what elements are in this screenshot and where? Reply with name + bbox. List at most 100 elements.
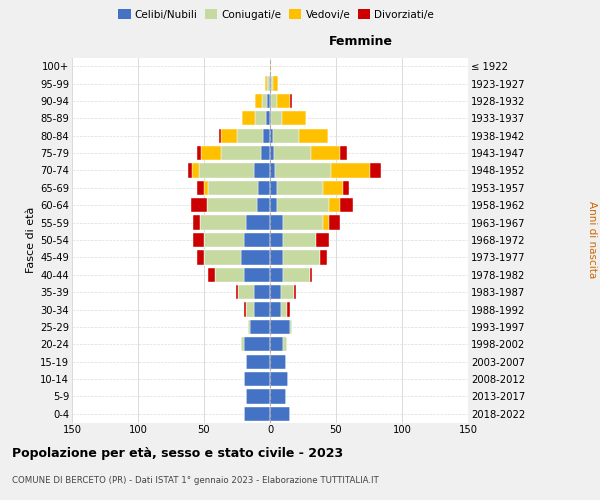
- Bar: [270, 320, 290, 334]
- Bar: [244, 268, 270, 282]
- Bar: [263, 128, 270, 143]
- Bar: [244, 406, 270, 421]
- Bar: [275, 164, 331, 177]
- Bar: [269, 76, 270, 90]
- Bar: [270, 302, 281, 316]
- Bar: [254, 164, 270, 177]
- Bar: [199, 164, 254, 177]
- Bar: [256, 111, 266, 126]
- Bar: [204, 233, 244, 247]
- Bar: [270, 372, 289, 386]
- Bar: [311, 146, 340, 160]
- Bar: [242, 111, 256, 126]
- Bar: [200, 216, 246, 230]
- Bar: [283, 250, 320, 264]
- Bar: [215, 268, 244, 282]
- Bar: [277, 198, 329, 212]
- Legend: Celibi/Nubili, Coniugati/e, Vedovi/e, Divorziati/e: Celibi/Nubili, Coniugati/e, Vedovi/e, Di…: [114, 5, 438, 24]
- Bar: [254, 302, 270, 316]
- Bar: [271, 94, 277, 108]
- Bar: [310, 268, 312, 282]
- Bar: [208, 180, 258, 195]
- Bar: [254, 285, 270, 300]
- Bar: [193, 216, 200, 230]
- Bar: [290, 320, 292, 334]
- Bar: [256, 94, 262, 108]
- Bar: [265, 76, 268, 90]
- Bar: [320, 250, 327, 264]
- Bar: [323, 180, 343, 195]
- Bar: [261, 146, 270, 160]
- Bar: [241, 250, 270, 264]
- Bar: [202, 146, 221, 160]
- Bar: [250, 320, 270, 334]
- Bar: [270, 76, 271, 90]
- Bar: [270, 198, 277, 212]
- Bar: [258, 180, 270, 195]
- Bar: [287, 302, 290, 316]
- Bar: [204, 180, 208, 195]
- Bar: [246, 216, 270, 230]
- Bar: [272, 128, 299, 143]
- Bar: [188, 164, 192, 177]
- Bar: [270, 128, 272, 143]
- Bar: [271, 111, 282, 126]
- Y-axis label: Fasce di età: Fasce di età: [26, 207, 36, 273]
- Bar: [270, 180, 277, 195]
- Bar: [268, 76, 269, 90]
- Bar: [266, 111, 270, 126]
- Bar: [340, 146, 347, 160]
- Bar: [238, 285, 254, 300]
- Bar: [281, 302, 287, 316]
- Bar: [193, 233, 204, 247]
- Bar: [270, 233, 283, 247]
- Bar: [340, 198, 353, 212]
- Bar: [268, 94, 270, 108]
- Bar: [244, 337, 270, 351]
- Bar: [270, 216, 283, 230]
- Bar: [274, 146, 311, 160]
- Bar: [272, 76, 278, 90]
- Bar: [270, 94, 271, 108]
- Bar: [192, 164, 199, 177]
- Bar: [283, 337, 287, 351]
- Bar: [270, 250, 283, 264]
- Bar: [270, 285, 281, 300]
- Bar: [246, 354, 270, 369]
- Bar: [329, 198, 340, 212]
- Bar: [270, 164, 275, 177]
- Bar: [277, 180, 323, 195]
- Bar: [282, 111, 305, 126]
- Bar: [204, 250, 241, 264]
- Bar: [218, 128, 221, 143]
- Bar: [323, 216, 329, 230]
- Bar: [270, 111, 271, 126]
- Bar: [283, 268, 310, 282]
- Bar: [270, 390, 286, 404]
- Bar: [316, 233, 329, 247]
- Bar: [244, 233, 270, 247]
- Bar: [277, 94, 290, 108]
- Bar: [283, 233, 316, 247]
- Bar: [236, 285, 238, 300]
- Bar: [270, 354, 286, 369]
- Bar: [270, 337, 283, 351]
- Bar: [248, 320, 250, 334]
- Bar: [283, 216, 323, 230]
- Bar: [262, 94, 268, 108]
- Bar: [370, 164, 381, 177]
- Bar: [221, 128, 237, 143]
- Bar: [244, 372, 270, 386]
- Bar: [331, 164, 370, 177]
- Text: COMUNE DI BERCETO (PR) - Dati ISTAT 1° gennaio 2023 - Elaborazione TUTTITALIA.IT: COMUNE DI BERCETO (PR) - Dati ISTAT 1° g…: [12, 476, 379, 485]
- Bar: [281, 285, 294, 300]
- Bar: [197, 180, 204, 195]
- Bar: [246, 302, 254, 316]
- Bar: [343, 180, 349, 195]
- Bar: [241, 337, 244, 351]
- Bar: [270, 406, 290, 421]
- Bar: [244, 302, 246, 316]
- Bar: [246, 390, 270, 404]
- Bar: [191, 198, 206, 212]
- Bar: [208, 268, 215, 282]
